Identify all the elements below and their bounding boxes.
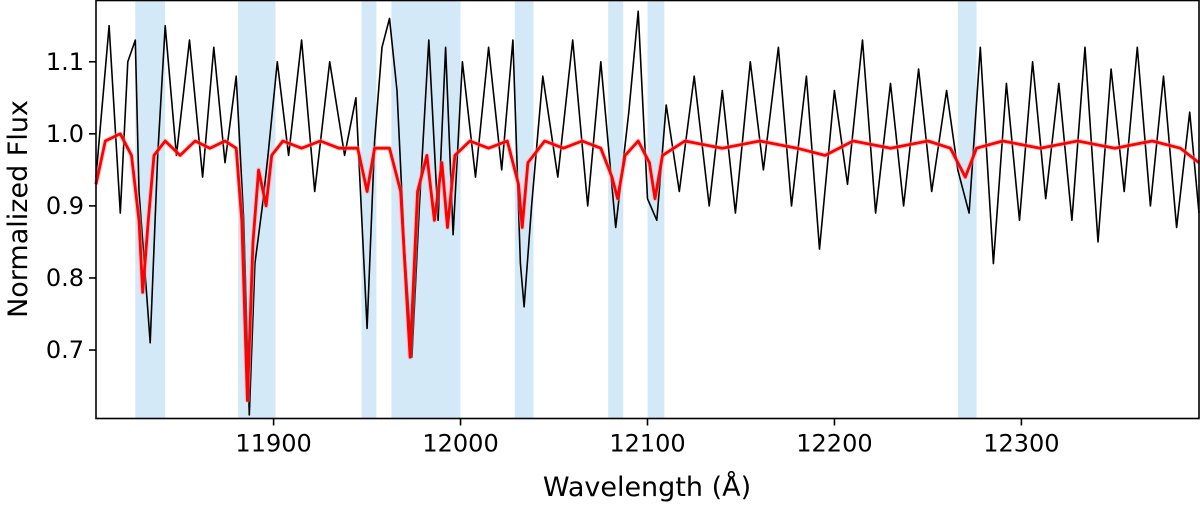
y-tick-label: 0.9 (46, 192, 84, 220)
highlight-region-6 (647, 0, 665, 419)
x-tick-label: 12300 (983, 430, 1059, 458)
y-tick-label: 0.8 (46, 264, 84, 292)
y-tick-label: 0.7 (46, 336, 84, 364)
x-tick-label: 11900 (235, 430, 311, 458)
spectrum-lines (93, 10, 1200, 416)
highlight-region-2 (361, 0, 377, 419)
y-axis-label: Normalized Flux (3, 100, 34, 318)
x-axis-label: Wavelength (Å) (543, 471, 751, 503)
y-axis-ticks: 0.7 0.8 0.9 1.0 1.1 (46, 48, 96, 364)
x-tick-label: 12100 (609, 430, 685, 458)
highlight-region-7 (957, 0, 977, 419)
x-axis-ticks: 11900 12000 12100 12200 12300 (235, 418, 1060, 458)
x-tick-label: 12000 (422, 430, 498, 458)
highlight-region-5 (608, 0, 624, 419)
y-tick-label: 1.1 (46, 48, 84, 76)
y-tick-label: 1.0 (46, 120, 84, 148)
model-spectrum-line (94, 132, 1200, 402)
x-tick-label: 12200 (796, 430, 872, 458)
observed-spectrum-line (95, 10, 1200, 416)
